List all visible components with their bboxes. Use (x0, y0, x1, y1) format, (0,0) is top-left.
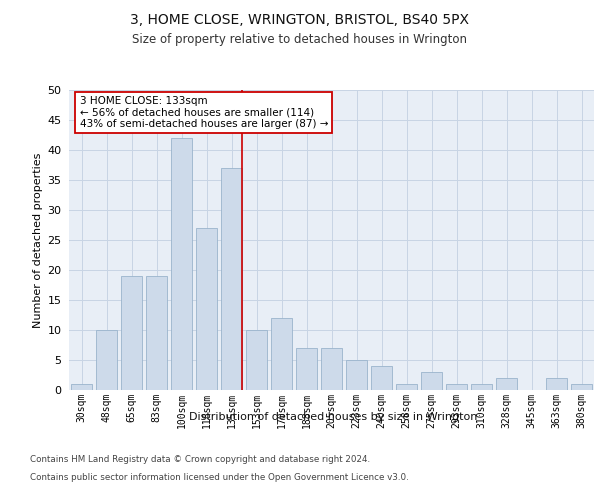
Bar (446, 384, 467, 390)
Bar (121, 276, 142, 390)
Bar (246, 330, 267, 390)
Y-axis label: Number of detached properties: Number of detached properties (33, 152, 43, 328)
Bar (496, 378, 517, 390)
Bar (546, 378, 567, 390)
Bar (146, 276, 167, 390)
Bar (421, 372, 442, 390)
Bar (346, 360, 367, 390)
Bar (71, 384, 92, 390)
Text: 3, HOME CLOSE, WRINGTON, BRISTOL, BS40 5PX: 3, HOME CLOSE, WRINGTON, BRISTOL, BS40 5… (131, 12, 470, 26)
Bar (471, 384, 492, 390)
Text: Contains public sector information licensed under the Open Government Licence v3: Contains public sector information licen… (30, 472, 409, 482)
Bar (196, 228, 217, 390)
Bar (221, 168, 242, 390)
Bar (296, 348, 317, 390)
Bar (271, 318, 292, 390)
Bar (571, 384, 592, 390)
Bar (171, 138, 192, 390)
Bar (96, 330, 117, 390)
Text: Distribution of detached houses by size in Wrington: Distribution of detached houses by size … (189, 412, 477, 422)
Text: 3 HOME CLOSE: 133sqm
← 56% of detached houses are smaller (114)
43% of semi-deta: 3 HOME CLOSE: 133sqm ← 56% of detached h… (79, 96, 328, 129)
Bar (396, 384, 417, 390)
Text: Contains HM Land Registry data © Crown copyright and database right 2024.: Contains HM Land Registry data © Crown c… (30, 455, 370, 464)
Bar (371, 366, 392, 390)
Text: Size of property relative to detached houses in Wrington: Size of property relative to detached ho… (133, 32, 467, 46)
Bar (321, 348, 342, 390)
